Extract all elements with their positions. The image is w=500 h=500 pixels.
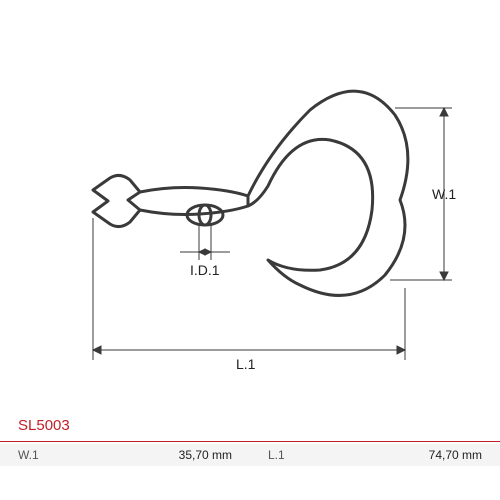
spec-label-w1: W.1 xyxy=(0,444,70,466)
dim-label-id1: I.D.1 xyxy=(190,262,220,278)
dim-label-w1: W.1 xyxy=(432,186,456,202)
part-id: SL5003 xyxy=(18,417,70,434)
spec-value-l1: 74,70 mm xyxy=(320,444,500,466)
dim-label-l1: L.1 xyxy=(236,356,255,372)
spec-value-w1: 35,70 mm xyxy=(70,444,250,466)
divider-red xyxy=(0,441,500,442)
spec-label-l1: L.1 xyxy=(250,444,320,466)
spec-row: W.1 35,70 mm L.1 74,70 mm xyxy=(0,444,500,466)
